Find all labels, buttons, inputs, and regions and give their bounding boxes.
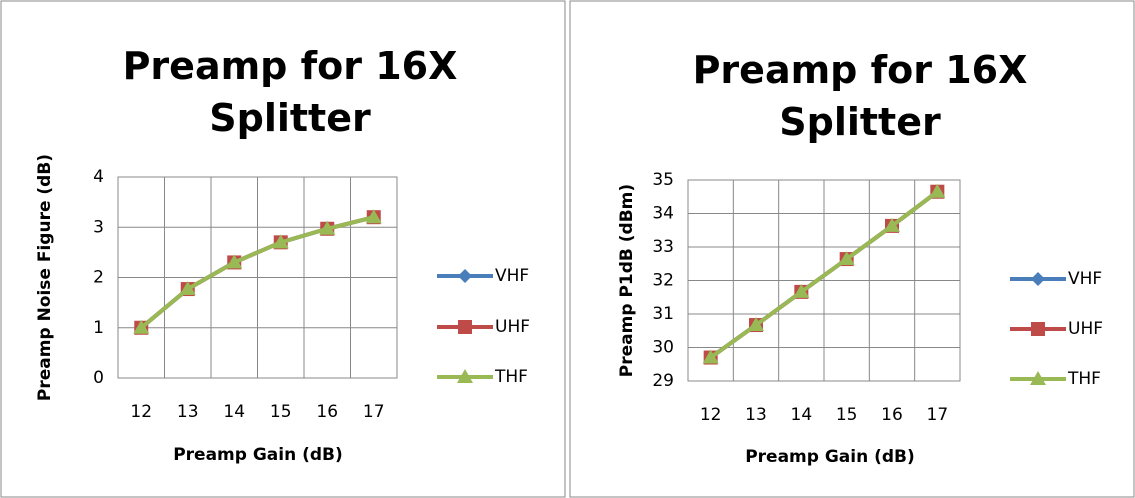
marker	[319, 220, 336, 235]
marker	[365, 209, 382, 224]
marker	[748, 317, 764, 332]
x-tick-label: 16	[881, 405, 903, 425]
marker	[793, 283, 810, 298]
x-tick-label: 17	[363, 402, 385, 422]
legend-marker	[1031, 322, 1045, 336]
x-tick-label: 15	[270, 402, 292, 422]
marker	[929, 183, 946, 198]
y-tick-label: 3	[93, 217, 104, 237]
marker	[272, 234, 289, 249]
legend-label: UHF	[1068, 319, 1103, 339]
legend-marker	[458, 320, 472, 334]
x-tick-label: 14	[791, 405, 813, 425]
marker	[702, 349, 719, 364]
legend-label: VHF	[495, 266, 529, 286]
legend-marker	[457, 369, 473, 383]
y-tick-label: 4	[93, 167, 104, 187]
y-tick-label: 30	[652, 338, 674, 358]
marker	[838, 251, 855, 266]
legend-label: UHF	[495, 317, 530, 337]
plot-area	[687, 179, 961, 382]
x-tick-label: 12	[130, 402, 152, 422]
marker	[884, 217, 900, 232]
panel	[0, 0, 566, 498]
y-tick-label: 0	[93, 368, 104, 388]
y-tick-label: 34	[652, 204, 674, 224]
chart-title: Preamp for 16X Splitter	[692, 48, 1028, 144]
y-axis-label: Preamp P1dB (dBm)	[617, 184, 637, 377]
y-tick-label: 32	[652, 271, 674, 291]
x-tick-label: 13	[745, 405, 767, 425]
y-tick-label: 29	[652, 371, 674, 391]
series-line	[139, 215, 375, 330]
plot-area	[117, 176, 398, 379]
x-tick-label: 14	[223, 402, 245, 422]
x-tick-label: 13	[177, 402, 199, 422]
y-axis-label: Preamp Noise Figure (dB)	[35, 154, 55, 401]
x-tick-label: 12	[700, 405, 722, 425]
x-tick-label: 15	[836, 405, 858, 425]
y-tick-label: 33	[652, 237, 674, 257]
y-tick-label: 1	[93, 318, 104, 338]
y-tick-label: 2	[93, 268, 104, 288]
x-tick-label: 17	[927, 405, 949, 425]
chart-title: Preamp for 16X Splitter	[122, 44, 458, 140]
legend-marker	[458, 269, 472, 283]
y-tick-label: 31	[652, 304, 674, 324]
x-axis-label: Preamp Gain (dB)	[173, 445, 343, 465]
x-tick-label: 16	[316, 402, 338, 422]
marker	[133, 319, 150, 334]
panel	[569, 0, 1135, 498]
marker	[226, 254, 243, 269]
legend-marker	[1031, 272, 1045, 286]
x-axis-label: Preamp Gain (dB)	[745, 447, 915, 467]
marker	[179, 281, 196, 296]
y-tick-label: 35	[652, 170, 674, 190]
legend-label: THF	[494, 367, 528, 387]
legend-marker	[1030, 371, 1046, 385]
legend-label: VHF	[1068, 269, 1102, 289]
legend-label: THF	[1067, 369, 1101, 389]
